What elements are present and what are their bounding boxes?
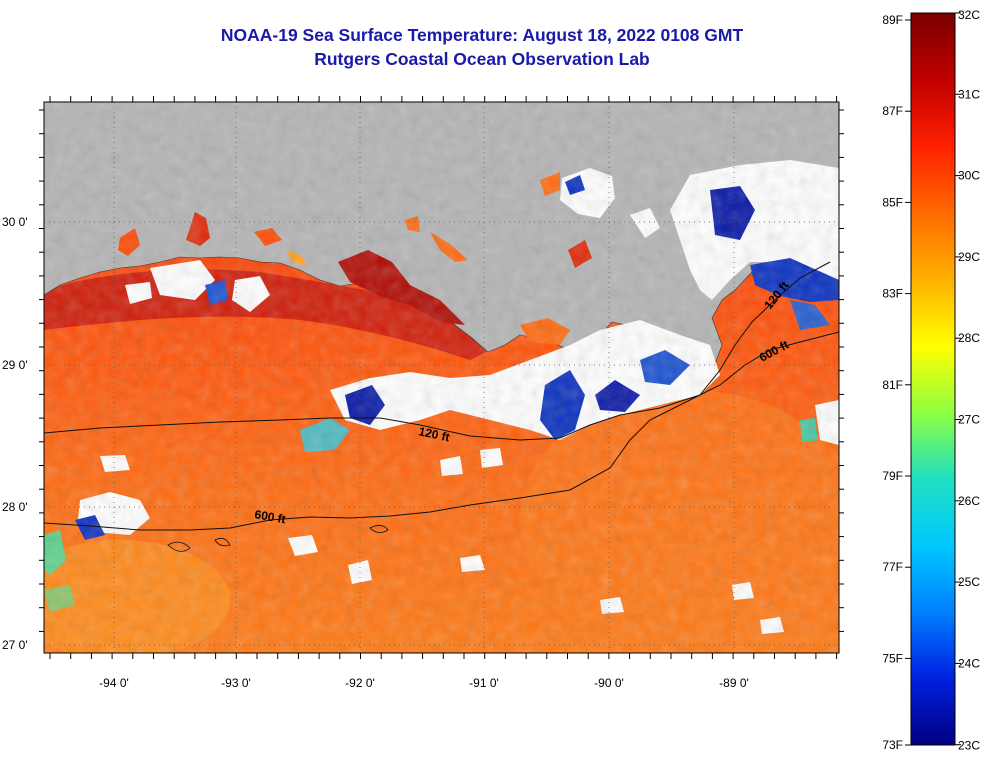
colorbar-label-f: 77F bbox=[882, 560, 903, 574]
lat-label: 27 0' bbox=[2, 638, 28, 652]
colorbar-label-f: 83F bbox=[882, 287, 903, 301]
lon-label: -89 0' bbox=[719, 676, 749, 690]
map-image bbox=[44, 102, 839, 653]
contour-label-600ft-west: 600 ft bbox=[253, 507, 286, 526]
colorbar-label-f: 79F bbox=[882, 469, 903, 483]
grid-lines bbox=[44, 102, 839, 653]
axis-labels: 30 0' 29 0' 28 0' 27 0' -94 0' -93 0' -92 0' -9… bbox=[2, 215, 749, 690]
contour-600ft bbox=[44, 331, 839, 531]
lat-label: 29 0' bbox=[2, 358, 28, 372]
colorbar-label-c: 26C bbox=[958, 494, 980, 508]
contour-label-120ft-central: 120 ft bbox=[417, 424, 451, 444]
lon-label: -94 0' bbox=[99, 676, 129, 690]
colorbar-label-c: 23C bbox=[958, 739, 980, 753]
lat-label: 30 0' bbox=[2, 215, 28, 229]
colorbar-label-f: 87F bbox=[882, 104, 903, 118]
colorbar-labels: 89F 87F 85F 83F 81F 79F 77F 75F 73F 32C 31C 30C 29C 2… bbox=[882, 8, 980, 753]
colorbar-label-f: 75F bbox=[882, 651, 903, 665]
frame-ticks bbox=[39, 96, 844, 659]
colorbar-label-f: 81F bbox=[882, 378, 903, 392]
colorbar bbox=[910, 12, 956, 746]
contour-loop-2 bbox=[369, 525, 389, 533]
colorbar-label-c: 27C bbox=[958, 413, 980, 427]
colorbar-label-c: 32C bbox=[958, 8, 980, 22]
lon-label: -91 0' bbox=[469, 676, 499, 690]
lat-label: 28 0' bbox=[2, 500, 28, 514]
contour-loop-1 bbox=[167, 541, 191, 552]
colorbar-label-c: 28C bbox=[958, 331, 980, 345]
colorbar-label-c: 24C bbox=[958, 656, 980, 670]
colorbar-ticks bbox=[905, 12, 961, 746]
colorbar-label-c: 25C bbox=[958, 575, 980, 589]
lon-label: -90 0' bbox=[594, 676, 624, 690]
lon-label: -93 0' bbox=[221, 676, 251, 690]
texture-overlay bbox=[44, 102, 839, 653]
contour-loop-3 bbox=[214, 537, 231, 547]
map-frame bbox=[43, 101, 840, 654]
map-title: NOAA-19 Sea Surface Temperature: August … bbox=[220, 25, 744, 45]
colorbar-label-f: 85F bbox=[882, 195, 903, 209]
map-subtitle: Rutgers Coastal Ocean Observation Lab bbox=[314, 49, 650, 69]
colorbar-label-f: 73F bbox=[882, 738, 903, 752]
colorbar-label-c: 30C bbox=[958, 169, 980, 183]
colorbar-label-f: 89F bbox=[882, 13, 903, 27]
colorbar-label-c: 31C bbox=[958, 87, 980, 101]
contour-120ft bbox=[44, 261, 831, 441]
lon-label: -92 0' bbox=[345, 676, 375, 690]
colorbar-label-c: 29C bbox=[958, 250, 980, 264]
